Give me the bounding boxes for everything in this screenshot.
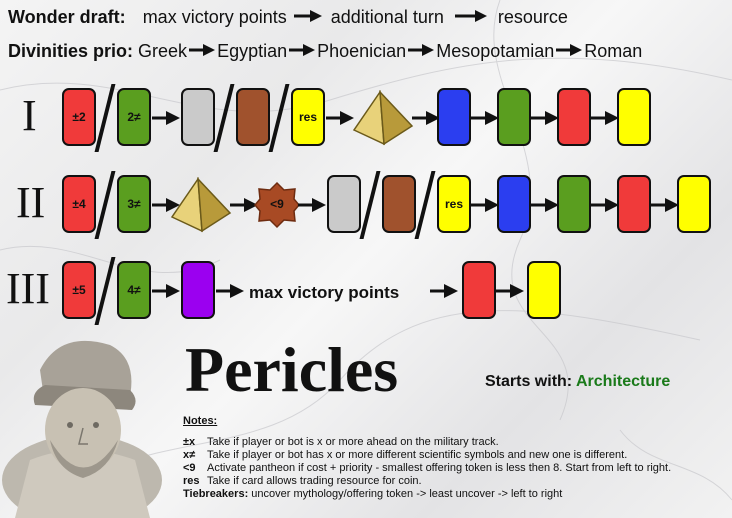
arrow-right-icon (216, 284, 244, 298)
note-key: <9 (183, 462, 196, 474)
wonder-draft-item: additional turn (330, 7, 444, 27)
pantheon-token-icon (254, 181, 300, 229)
age-row-1: I ±2 2≠ res (0, 84, 732, 152)
red-card (557, 88, 591, 146)
starts-with-value: Architecture (575, 373, 671, 390)
age-numeral: II (16, 178, 46, 227)
age-row-2: II ±4 3≠ <9 res (0, 171, 732, 239)
note-key: x≠ (183, 449, 196, 461)
grey-card (181, 88, 215, 146)
yellow-card (677, 175, 711, 233)
arrow-right-icon (591, 111, 619, 125)
divider (94, 171, 116, 239)
science-card: 2≠ (117, 88, 151, 146)
pyramid-icon (352, 90, 414, 146)
blue-card (497, 175, 531, 233)
pantheon-token-label: <9 (270, 197, 284, 211)
note-text: Take if player or bot is x or more ahead… (207, 436, 499, 448)
grey-card (327, 175, 361, 233)
science-card: 3≠ (117, 175, 151, 233)
note-item: <9 Activate pantheon if cost + priority -… (183, 462, 671, 475)
arrow-right-icon (298, 198, 326, 212)
brown-card (236, 88, 270, 146)
purple-card (181, 261, 215, 319)
arrow-right-icon (554, 41, 584, 62)
arrow-right-icon (152, 111, 180, 125)
brown-card (382, 175, 416, 233)
arrow-right-icon (230, 198, 258, 212)
arrow-right-icon (187, 41, 217, 62)
arrow-right-icon (430, 284, 458, 298)
wonder-draft-item: resource (497, 7, 568, 27)
arrow-right-icon (471, 111, 499, 125)
arrow-right-icon (531, 111, 559, 125)
wonder-draft-item: max victory points (142, 7, 287, 27)
arrow-right-icon (287, 41, 317, 62)
yellow-card (527, 261, 561, 319)
green-card (497, 88, 531, 146)
notes-heading: Notes: (183, 415, 218, 427)
age-numeral: I (22, 91, 37, 140)
divider (94, 84, 116, 152)
blue-card (437, 88, 471, 146)
notes-section: Notes: ±x Take if player or bot is x or m… (183, 415, 671, 501)
note-item: ±x Take if player or bot is x or more ahe… (183, 436, 671, 449)
arrow-right-icon (406, 41, 436, 62)
pericles-bust-image (2, 340, 162, 518)
starts-with-label: Starts with: (485, 373, 573, 390)
divider (268, 84, 290, 152)
divinity-item: Roman (584, 41, 643, 61)
note-item: res Take if card allows trading resource … (183, 475, 671, 488)
divinity-item: Greek (138, 41, 188, 61)
arrow-right-icon (326, 111, 354, 125)
divinity-item: Mesopotamian (436, 41, 555, 61)
note-key: ±x (183, 436, 196, 448)
wonder-draft-line: Wonder draft: max victory points additio… (8, 7, 568, 28)
arrow-right-icon (651, 198, 679, 212)
arrow-right-icon (152, 198, 180, 212)
arrow-right-icon (471, 198, 499, 212)
divider (94, 257, 116, 325)
arrow-right-icon (496, 284, 524, 298)
divinities-line: Divinities prio: Greek Egyptian Phoenician… (8, 41, 642, 62)
red-card (462, 261, 496, 319)
note-item: x≠ Take if player or bot has x or more di… (183, 449, 671, 462)
page-title: Pericles (185, 334, 399, 405)
military-card: ±4 (62, 175, 96, 233)
divider (359, 171, 381, 239)
divinity-item: Egyptian (217, 41, 288, 61)
arrow-right-icon (152, 284, 180, 298)
military-card: ±5 (62, 261, 96, 319)
tiebreakers-label: Tiebreakers: (183, 488, 249, 500)
tiebreakers-text: uncover mythology/offering token -> leas… (251, 488, 563, 500)
arrow-right-icon (412, 111, 440, 125)
divinity-item: Phoenician (317, 41, 407, 61)
military-card: ±2 (62, 88, 96, 146)
note-key: res (183, 475, 200, 487)
note-text: Take if card allows trading resource for… (207, 475, 422, 487)
divinities-label: Divinities prio: (8, 41, 134, 61)
age-row-3: III ±5 4≠ max victory points (0, 257, 732, 325)
red-card (617, 175, 651, 233)
green-card (557, 175, 591, 233)
science-card: 4≠ (117, 261, 151, 319)
tiebreakers: Tiebreakers: uncover mythology/offering … (183, 488, 671, 501)
arrow-right-icon (292, 7, 326, 28)
resource-card: res (437, 175, 471, 233)
max-victory-points-label: max victory points (249, 283, 400, 302)
starts-with: Starts with: Architecture (485, 373, 670, 391)
pyramid-icon (170, 177, 232, 233)
divider (213, 84, 235, 152)
arrow-right-icon (449, 7, 493, 28)
age-numeral: III (6, 264, 50, 313)
arrow-right-icon (531, 198, 559, 212)
divider (414, 171, 436, 239)
note-text: Activate pantheon if cost + priority - s… (207, 462, 672, 474)
arrow-right-icon (591, 198, 619, 212)
note-text: Take if player or bot has x or more diff… (207, 449, 628, 461)
yellow-card (617, 88, 651, 146)
wonder-draft-label: Wonder draft: (8, 7, 126, 27)
resource-card: res (291, 88, 325, 146)
